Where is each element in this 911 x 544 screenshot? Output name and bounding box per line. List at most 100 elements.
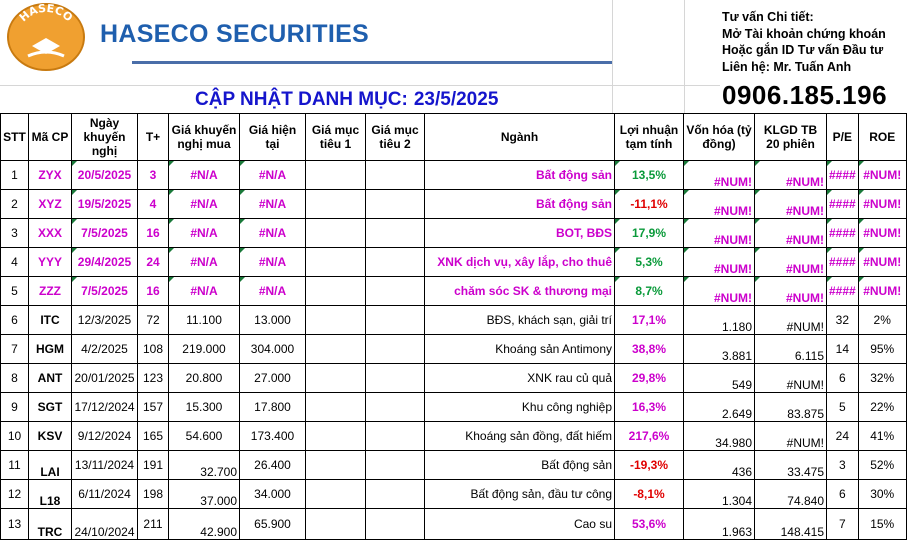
cell-klgd: 74.840 <box>754 479 827 509</box>
header-ma-cp: Mã CP <box>28 113 72 161</box>
cell-pe: 6 <box>826 363 859 393</box>
cell-loi-nhuan: 8,7% <box>614 276 684 306</box>
cell-gia-hien-tai: #N/A <box>239 247 306 277</box>
cell-gia-muc-tieu-1 <box>305 334 366 364</box>
cell-pe: #### <box>826 218 859 248</box>
cell-stt: 9 <box>0 392 29 422</box>
header-t-plus: T+ <box>137 113 169 161</box>
cell-gia-hien-tai: 34.000 <box>239 479 306 509</box>
cell-t-plus: 4 <box>137 189 169 219</box>
cell-t-plus: 72 <box>137 305 169 335</box>
cell-stt: 11 <box>0 450 29 480</box>
cell-nganh: BOT, BĐS <box>424 218 615 248</box>
cell-gia-khuyen-nghi: #N/A <box>168 218 240 248</box>
cell-ngay: 9/12/2024 <box>71 421 138 451</box>
cell-pe: 14 <box>826 334 859 364</box>
cell-stt: 8 <box>0 363 29 393</box>
table-row: 1 ZYX 20/5/2025 3 #N/A #N/A Bất động sản… <box>0 160 907 190</box>
cell-t-plus: 198 <box>137 479 169 509</box>
cell-roe: 22% <box>857 392 907 422</box>
cell-ma-cp: ZZZ <box>28 276 72 306</box>
cell-nganh: Bất động sản <box>424 189 615 219</box>
cell-gia-khuyen-nghi: #N/A <box>168 276 240 306</box>
header-stt: STT <box>0 113 29 161</box>
cell-loi-nhuan: -19,3% <box>614 450 684 480</box>
cell-ngay: 17/12/2024 <box>71 392 138 422</box>
gridline <box>0 85 720 86</box>
table-row: 13 TRC 24/10/2024 211 42.900 65.900 Cao … <box>0 508 907 540</box>
cell-gia-khuyen-nghi: 15.300 <box>168 392 240 422</box>
cell-gia-khuyen-nghi: 11.100 <box>168 305 240 335</box>
cell-gia-hien-tai: #N/A <box>239 189 306 219</box>
cell-gia-muc-tieu-1 <box>305 363 366 393</box>
cell-gia-muc-tieu-1 <box>305 305 366 335</box>
cell-t-plus: 157 <box>137 392 169 422</box>
table-row: 2 XYZ 19/5/2025 4 #N/A #N/A Bất động sản… <box>0 189 907 219</box>
cell-von-hoa: #NUM! <box>683 189 755 219</box>
contact-line: Mở Tài khoản chứng khoán <box>722 26 886 41</box>
cell-stt: 1 <box>0 160 29 190</box>
cell-pe: 5 <box>826 392 859 422</box>
cell-nganh: Cao su <box>424 508 615 540</box>
cell-stt: 13 <box>0 508 29 540</box>
cell-gia-muc-tieu-1 <box>305 508 366 540</box>
cell-roe: 95% <box>857 334 907 364</box>
cell-von-hoa: #NUM! <box>683 218 755 248</box>
cell-loi-nhuan: 217,6% <box>614 421 684 451</box>
cell-gia-muc-tieu-1 <box>305 421 366 451</box>
cell-roe: 32% <box>857 363 907 393</box>
cell-roe: 52% <box>857 450 907 480</box>
cell-loi-nhuan: 13,5% <box>614 160 684 190</box>
cell-nganh: XNK rau củ quả <box>424 363 615 393</box>
header-loi-nhuan: Lợi nhuận tạm tính <box>614 113 684 161</box>
cell-gia-muc-tieu-2 <box>365 334 425 364</box>
cell-loi-nhuan: 38,8% <box>614 334 684 364</box>
cell-klgd: #NUM! <box>754 247 827 277</box>
cell-gia-khuyen-nghi: 32.700 <box>168 450 240 480</box>
cell-stt: 5 <box>0 276 29 306</box>
cell-stt: 6 <box>0 305 29 335</box>
cell-ma-cp: ZYX <box>28 160 72 190</box>
cell-von-hoa: 549 <box>683 363 755 393</box>
cell-nganh: Bất động sản <box>424 450 615 480</box>
cell-gia-muc-tieu-1 <box>305 450 366 480</box>
table-row: 6 ITC 12/3/2025 72 11.100 13.000 BĐS, kh… <box>0 305 907 335</box>
cell-roe: #NUM! <box>857 160 907 190</box>
cell-von-hoa: 436 <box>683 450 755 480</box>
cell-loi-nhuan: -11,1% <box>614 189 684 219</box>
cell-roe: 2% <box>857 305 907 335</box>
cell-von-hoa: #NUM! <box>683 276 755 306</box>
cell-nganh: Bất động sản, đầu tư công <box>424 479 615 509</box>
cell-nganh: chăm sóc SK & thương mại <box>424 276 615 306</box>
header-von-hoa: Vốn hóa (tỷ đồng) <box>683 113 755 161</box>
cell-roe: 15% <box>857 508 907 540</box>
header-gia-hien-tai: Giá hiện tại <box>239 113 306 161</box>
cell-gia-muc-tieu-1 <box>305 479 366 509</box>
cell-loi-nhuan: 17,1% <box>614 305 684 335</box>
cell-t-plus: 123 <box>137 363 169 393</box>
cell-roe: #NUM! <box>857 276 907 306</box>
cell-gia-khuyen-nghi: #N/A <box>168 189 240 219</box>
contact-line: Liên hệ: Mr. Tuấn Anh <box>722 59 852 74</box>
header-gia-muc-tieu-2: Giá mục tiêu 2 <box>365 113 425 161</box>
cell-gia-hien-tai: 27.000 <box>239 363 306 393</box>
cell-gia-muc-tieu-1 <box>305 392 366 422</box>
cell-ma-cp: LAI <box>28 450 72 480</box>
cell-ngay: 6/11/2024 <box>71 479 138 509</box>
table-header-row: STT Mã CP Ngày khuyến nghị T+ Giá khuyến… <box>0 113 907 161</box>
cell-loi-nhuan: 5,3% <box>614 247 684 277</box>
header-nganh: Ngành <box>424 113 615 161</box>
cell-ngay: 7/5/2025 <box>71 218 138 248</box>
table-row: 9 SGT 17/12/2024 157 15.300 17.800 Khu c… <box>0 392 907 422</box>
header-pe: P/E <box>826 113 859 161</box>
cell-ma-cp: ITC <box>28 305 72 335</box>
contact-block: Tư vấn Chi tiết: Mở Tài khoản chứng khoá… <box>722 9 886 75</box>
header-gia-muc-tieu-1: Giá mục tiêu 1 <box>305 113 366 161</box>
cell-von-hoa: 1.180 <box>683 305 755 335</box>
cell-gia-hien-tai: 26.400 <box>239 450 306 480</box>
cell-von-hoa: 34.980 <box>683 421 755 451</box>
cell-gia-khuyen-nghi: 54.600 <box>168 421 240 451</box>
cell-gia-muc-tieu-2 <box>365 421 425 451</box>
cell-ma-cp: HGM <box>28 334 72 364</box>
cell-t-plus: 3 <box>137 160 169 190</box>
